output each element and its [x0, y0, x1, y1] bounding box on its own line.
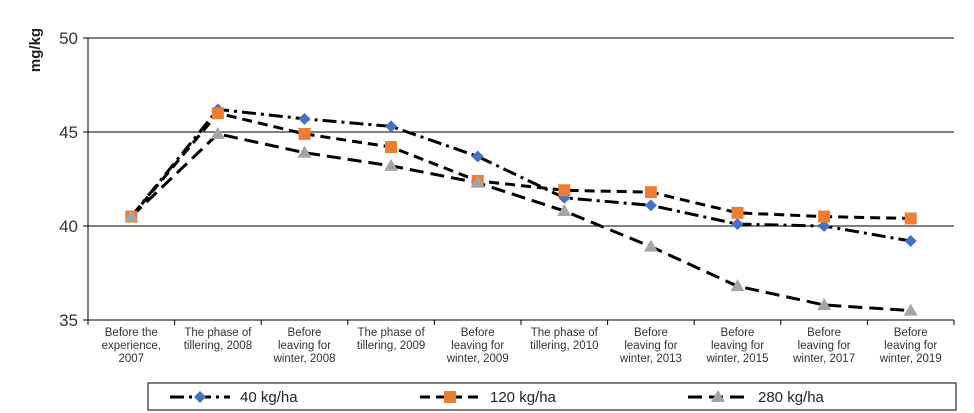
legend-box — [147, 382, 957, 411]
y-axis-label: mg/kg — [27, 28, 44, 72]
data-point — [384, 158, 399, 171]
data-point — [903, 303, 918, 316]
data-point — [818, 210, 831, 223]
x-category-label: Before leaving for winter, 2009 — [446, 327, 509, 365]
data-point — [643, 239, 658, 252]
x-category-label: Before leaving for winter, 2017 — [792, 327, 855, 365]
data-point — [644, 199, 657, 212]
data-point — [558, 184, 571, 197]
x-category-labels: Before the experience, 2007 The phase of til… — [87, 320, 955, 365]
x-category-label: Before leaving for winter, 2019 — [879, 327, 942, 365]
data-point — [470, 175, 485, 188]
series-line-3 — [130, 132, 911, 313]
data-point — [471, 150, 484, 163]
data-point — [731, 206, 744, 219]
legend-entry: 280 kg/ha — [758, 389, 825, 406]
x-category-label: Before leaving for winter, 2015 — [705, 327, 768, 365]
data-point — [731, 218, 744, 231]
data-point — [557, 203, 572, 216]
series-markers — [124, 103, 918, 316]
legend-marker — [444, 391, 456, 403]
legend-marker — [711, 390, 725, 402]
gridlines — [83, 37, 954, 321]
x-category-label: The phase of tillering, 2010 — [530, 327, 599, 352]
data-point — [210, 126, 225, 139]
series-line-1 — [130, 107, 911, 243]
series-lines — [130, 107, 911, 313]
legend-entry: 120 kg/ha — [490, 389, 557, 406]
data-point — [904, 235, 917, 248]
data-point — [644, 186, 657, 199]
data-point — [298, 112, 311, 125]
x-category-label: Before leaving for winter, 2013 — [619, 327, 682, 365]
data-point — [385, 120, 398, 133]
y-tick-label: 35 — [59, 311, 78, 330]
legend-marker — [194, 391, 206, 403]
y-tick-label: 45 — [59, 123, 78, 142]
legend-entry: 40 kg/ha — [240, 389, 298, 406]
x-category-label: The phase of tillering, 2008 — [184, 327, 253, 352]
data-point — [730, 279, 745, 292]
y-tick-label: 50 — [59, 29, 78, 48]
x-category-label: Before the experience, 2007 — [102, 327, 161, 365]
data-point — [298, 127, 311, 140]
data-point — [297, 145, 312, 158]
data-point — [817, 297, 832, 310]
data-point — [904, 212, 917, 225]
y-tick-label: 40 — [59, 217, 78, 236]
data-point — [818, 220, 831, 232]
x-category-label: The phase of tillering, 2009 — [357, 327, 426, 352]
series-line-2 — [130, 111, 911, 220]
data-point — [211, 107, 224, 120]
legend: 40 kg/ha 120 kg/ha 280 kg/ha — [170, 389, 825, 406]
data-point — [124, 209, 139, 222]
data-point — [385, 141, 398, 154]
y-tick-labels: 35 40 45 50 — [59, 29, 78, 330]
x-category-label: Before leaving for winter, 2008 — [272, 327, 335, 365]
